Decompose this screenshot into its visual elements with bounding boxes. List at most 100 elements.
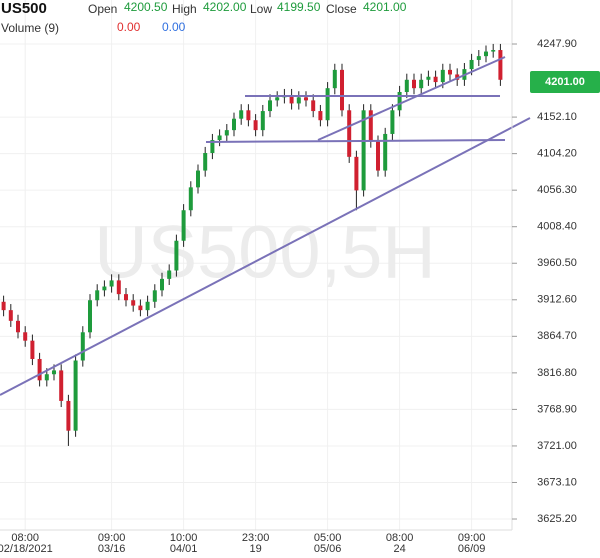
y-tick-label: 3960.50: [537, 257, 577, 269]
candle-body: [124, 294, 128, 301]
candle-body: [296, 97, 301, 104]
candle-body: [426, 76, 431, 80]
x-tick-label: 09:00: [98, 532, 126, 544]
candle-body: [131, 300, 136, 306]
candle-body: [440, 69, 445, 83]
candle-body: [433, 76, 438, 83]
candle-body: [469, 59, 474, 70]
candle-body: [138, 305, 143, 311]
x-tick-label: 24: [393, 543, 405, 555]
x-tick-label: 05/06: [314, 543, 342, 555]
x-tick-label: 08:00: [386, 532, 414, 544]
trendlines: [0, 56, 531, 396]
candle-body: [347, 110, 352, 157]
candle-body: [484, 51, 488, 57]
candle-body: [160, 278, 164, 291]
candle-body: [354, 156, 359, 191]
candle-body: [268, 100, 272, 112]
candle-body: [196, 170, 200, 188]
x-tick-label: 04/01: [170, 543, 198, 555]
candle-body: [224, 130, 229, 136]
last-price-tag: [530, 71, 600, 93]
y-tick-label: 4008.40: [537, 221, 577, 233]
candle-body: [404, 79, 409, 92]
candle-body: [455, 74, 460, 80]
x-tick-label: 23:00: [242, 532, 270, 544]
candle-body: [304, 97, 308, 101]
candle-body: [52, 370, 56, 375]
candle-body: [419, 79, 424, 89]
last-price-label: 4201.00: [545, 76, 585, 88]
candle-body: [491, 50, 496, 52]
candle-body: [376, 141, 380, 171]
trendline: [205, 139, 506, 143]
candle-body: [361, 110, 366, 191]
candle-body: [275, 97, 280, 101]
candle-body: [44, 374, 49, 381]
candle-body: [59, 370, 64, 401]
volume-value: 0.00: [162, 20, 186, 34]
y-tick-label: 3768.90: [537, 403, 577, 415]
candle-body: [412, 79, 416, 89]
y-tick-label: 3721.00: [537, 440, 577, 452]
x-tick-label: 10:00: [170, 532, 198, 544]
y-axis: 3625.20 3673.10 3721.00 3768.90 3816.80 3864.…: [512, 38, 577, 525]
candle-body: [260, 111, 265, 131]
symbol: US500: [1, 0, 47, 17]
candle-body: [8, 310, 13, 321]
x-tick-label: 05:00: [314, 532, 342, 544]
candle-body: [232, 118, 236, 131]
y-tick-label: 3673.10: [537, 476, 577, 488]
close-value: 4201.00: [363, 0, 407, 14]
candle-body: [23, 332, 28, 341]
high-value: 4202.00: [203, 0, 247, 14]
y-tick-label: 4247.90: [537, 38, 577, 50]
close-label: Close: [326, 2, 357, 16]
x-tick-label: 08:00: [11, 532, 39, 544]
candle-body: [246, 110, 251, 121]
candle-body: [340, 69, 344, 111]
volume-label: Volume (9): [1, 21, 59, 35]
y-tick-label: 4152.10: [537, 111, 577, 123]
y-tick-label: 4056.30: [537, 184, 577, 196]
candle-body: [448, 69, 452, 75]
candle-body: [95, 290, 100, 301]
candle-body: [498, 50, 503, 80]
y-tick-label: 3816.80: [537, 367, 577, 379]
candle-body: [210, 140, 215, 154]
candle-body: [174, 240, 179, 271]
candle-body: [152, 290, 157, 302]
candle-body: [102, 286, 107, 291]
candle-body: [332, 69, 337, 89]
candle-body: [368, 110, 373, 142]
low-value: 4199.50: [277, 0, 321, 14]
candle-body: [73, 360, 78, 431]
candle-body: [30, 340, 35, 359]
candle-body: [318, 111, 323, 121]
candle-body: [253, 120, 258, 131]
candle-body: [109, 280, 114, 287]
x-tick-label: 09:00: [458, 532, 486, 544]
candles: [1, 43, 503, 446]
trendline: [317, 56, 506, 141]
candle-body: [289, 95, 294, 104]
x-tick-label: 19: [249, 543, 261, 555]
candle-body: [188, 187, 193, 211]
candle-body: [66, 400, 71, 431]
candle-body: [16, 320, 20, 333]
y-tick-label: 3625.20: [537, 513, 577, 525]
watermark: US500,5H: [94, 211, 435, 294]
low-label: Low: [250, 2, 272, 16]
y-tick-label: 4104.20: [537, 148, 577, 160]
x-axis: 08:0002/18/202109:0003/1610:0004/0123:00…: [0, 532, 485, 555]
candle-body: [390, 110, 395, 134]
candle-body: [80, 332, 85, 361]
candle-body: [383, 133, 388, 171]
grid: [0, 0, 512, 530]
trendline: [0, 117, 531, 396]
candle-body: [145, 301, 150, 311]
candle-body: [239, 110, 244, 119]
candle-body: [88, 300, 92, 333]
